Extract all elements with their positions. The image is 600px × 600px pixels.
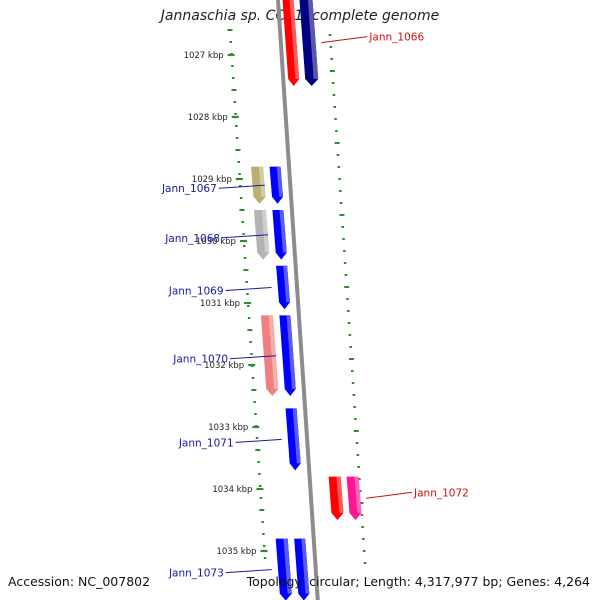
- gene-arrow-highlight: [301, 538, 310, 594]
- gene-label: Jann_1066: [368, 32, 424, 44]
- accession-text: Accession: NC_007802: [8, 574, 151, 589]
- gene-label: Jann_1067: [161, 183, 217, 195]
- tick-label: 1033 kbp: [208, 423, 248, 433]
- gene-label-leader: [235, 438, 282, 443]
- gene-arrow-highlight: [286, 315, 296, 389]
- gene-label-leader: [230, 355, 277, 360]
- genome-summary-text: Topology: circular; Length: 4,317,977 bp…: [246, 574, 590, 589]
- gene-g11: [328, 476, 344, 520]
- gene-arrow-highlight: [283, 265, 290, 303]
- gene-arrow-highlight: [279, 210, 287, 253]
- gene-arrow-highlight: [307, 0, 319, 79]
- genome-backbone: [276, 0, 320, 600]
- gene-arrow-highlight: [276, 166, 284, 197]
- ticks-layer: 1027 kbp 1028 kbp 1029 kbp 1030 kbp 1031 kbp…: [184, 29, 367, 564]
- gene-g1: [282, 0, 300, 86]
- gene-g10: [285, 408, 301, 471]
- tick-label: 1031 kbp: [200, 299, 240, 309]
- tick-label: 1030 kbp: [196, 237, 236, 247]
- gene-g7: [276, 265, 290, 310]
- gene-arrow-highlight: [258, 166, 266, 197]
- gene-arrow-highlight: [283, 538, 292, 594]
- gene-g6: [272, 210, 287, 260]
- gene-label: Jann_1069: [168, 286, 224, 298]
- gene-label-leader: [222, 234, 269, 239]
- gene-g2: [299, 0, 319, 86]
- gene-label-leader: [218, 184, 265, 189]
- gene-g9: [279, 315, 296, 396]
- gene-label: Jann_1070: [172, 354, 228, 366]
- tick-label: 1035 kbp: [216, 547, 256, 557]
- tick-label: 1034 kbp: [212, 485, 252, 495]
- tick-label: 1028 kbp: [188, 113, 228, 123]
- gene-arrow-highlight: [292, 408, 301, 464]
- gene-g12: [346, 476, 362, 520]
- gene-label-leader: [365, 491, 413, 499]
- gene-label-leader: [225, 569, 272, 574]
- gene-g14: [294, 538, 310, 600]
- tick-label: 1029 kbp: [192, 175, 232, 185]
- tick-label: 1032 kbp: [204, 361, 244, 371]
- genome-title: Jannaschia sp. CCS1, complete genome: [160, 8, 440, 24]
- backbone-layer: [276, 0, 320, 600]
- gene-arrow-highlight: [336, 476, 344, 513]
- gene-label: Jann_1068: [164, 233, 220, 245]
- labels-layer: Jann_1066 Jann_1067 Jann_1068 Jann_1069 Jann…: [161, 32, 469, 580]
- gene-label: Jann_1072: [413, 487, 469, 499]
- gene-label: Jann_1071: [178, 437, 234, 449]
- gene-arrow-highlight: [268, 315, 279, 389]
- gene-g4: [269, 166, 284, 204]
- gene-arrow-highlight: [289, 0, 300, 79]
- gene-label: Jann_1073: [168, 568, 224, 580]
- gene-g13: [275, 538, 292, 600]
- gene-arrow-highlight: [261, 210, 270, 253]
- tick-label: 1027 kbp: [184, 51, 224, 61]
- gene-label-leader: [225, 287, 272, 291]
- genes-layer: [251, 0, 362, 600]
- gene-label-leader: [321, 36, 368, 44]
- gene-arrow-highlight: [354, 476, 362, 513]
